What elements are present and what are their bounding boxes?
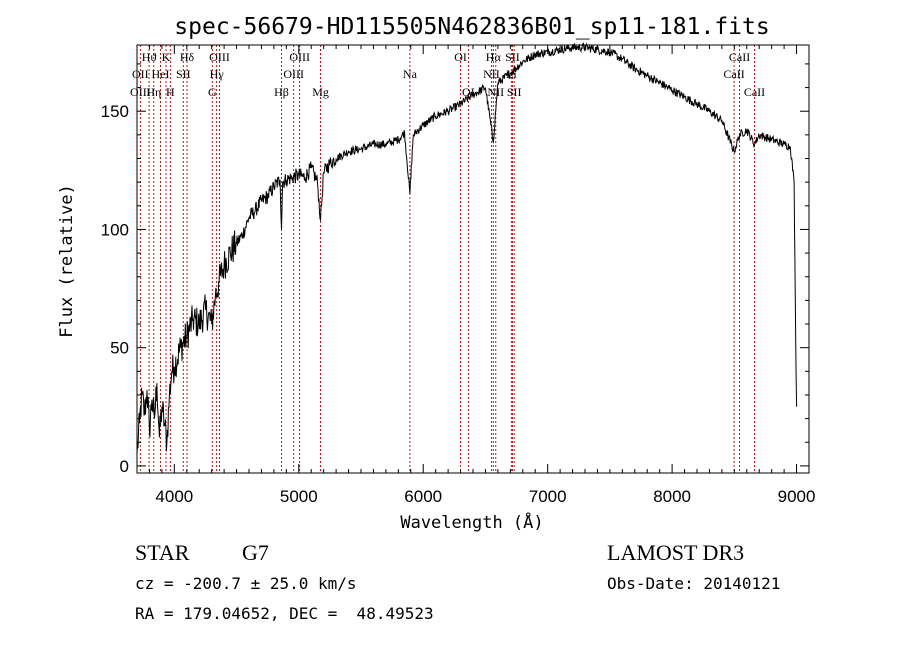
x-tick-label: 7000 bbox=[529, 487, 567, 506]
line-label: Hα bbox=[486, 50, 502, 64]
x-tick-label: 5000 bbox=[280, 487, 318, 506]
y-axis: 0 50 100 150 bbox=[101, 63, 809, 476]
line-label: H bbox=[166, 85, 175, 99]
x-axis: 4000 5000 6000 7000 8000 9000 bbox=[136, 45, 816, 506]
line-label: SII bbox=[176, 67, 191, 81]
line-label: OIII bbox=[283, 67, 304, 81]
flux-series-line bbox=[136, 41, 798, 455]
line-label: Hδ bbox=[180, 50, 195, 64]
line-label: SII bbox=[505, 50, 520, 64]
line-label: Hη bbox=[146, 85, 161, 99]
line-marker-lines bbox=[139, 45, 755, 473]
y-tick-label: 100 bbox=[101, 220, 129, 239]
y-tick-label: 0 bbox=[120, 457, 129, 476]
line-label: HeI bbox=[152, 67, 170, 81]
x-tick-label: 4000 bbox=[155, 487, 193, 506]
line-label: K bbox=[162, 50, 171, 64]
ra-dec: RA = 179.04652, DEC = 48.49523 bbox=[135, 604, 434, 623]
line-label: Hϑ bbox=[142, 50, 157, 64]
line-label: Na bbox=[403, 67, 418, 81]
line-label: CaII bbox=[723, 67, 744, 81]
y-tick-label: 150 bbox=[101, 102, 129, 121]
line-label: NII bbox=[483, 67, 500, 81]
y-tick-label: 50 bbox=[110, 339, 129, 358]
x-tick-label: 9000 bbox=[778, 487, 816, 506]
line-label: CaII bbox=[729, 50, 750, 64]
line-label: OIII bbox=[130, 85, 151, 99]
line-label: G bbox=[208, 85, 217, 99]
line-label: NII bbox=[487, 85, 504, 99]
object-subclass: G7 bbox=[242, 540, 269, 565]
x-axis-label: Wavelength (Å) bbox=[400, 511, 543, 533]
obs-date: Obs-Date: 20140121 bbox=[607, 574, 781, 593]
survey-name: LAMOST DR3 bbox=[607, 540, 745, 565]
line-label: OI bbox=[454, 50, 467, 64]
redshift-cz: cz = -200.7 ± 25.0 km/s bbox=[135, 574, 357, 593]
y-axis-label: Flux (relative) bbox=[57, 184, 77, 338]
line-label: SII bbox=[507, 85, 522, 99]
line-label: OIII bbox=[209, 50, 230, 64]
line-label: Hβ bbox=[274, 85, 289, 99]
chart-title: spec-56679-HD115505N462836B01_sp11-181.f… bbox=[174, 14, 769, 40]
line-label: OIII bbox=[289, 50, 310, 64]
line-label: Hγ bbox=[210, 67, 225, 81]
line-label: Mg bbox=[312, 85, 329, 99]
object-class: STAR bbox=[135, 540, 190, 565]
line-label: OII bbox=[132, 67, 149, 81]
x-tick-label: 8000 bbox=[653, 487, 691, 506]
line-label: CaII bbox=[744, 85, 765, 99]
x-tick-label: 6000 bbox=[404, 487, 442, 506]
